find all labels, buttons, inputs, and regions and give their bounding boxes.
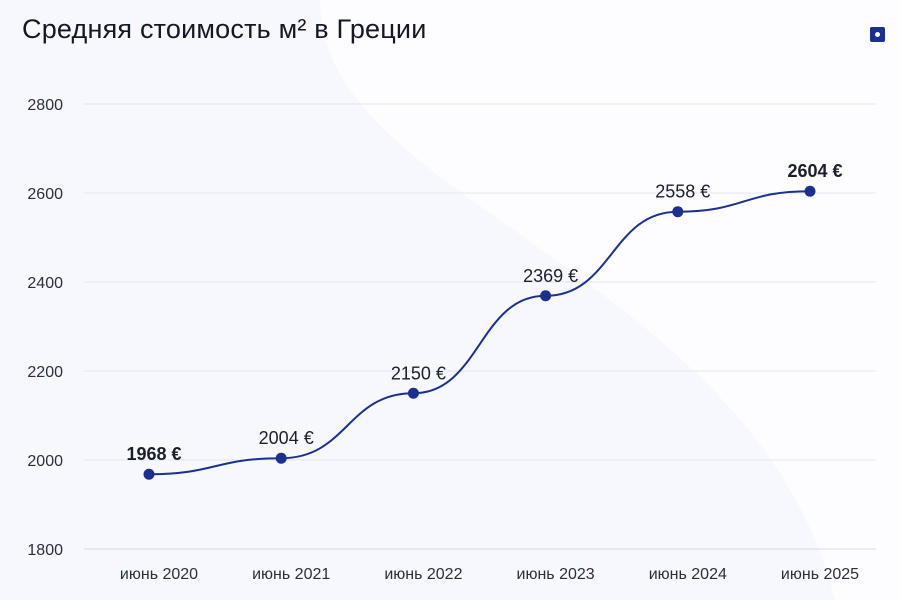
x-tick-label: июнь 2021 [252, 566, 330, 583]
data-label: 2369 € [523, 266, 578, 286]
data-point [804, 185, 816, 197]
x-axis-ticks: июнь 2020 июнь 2021 июнь 2022 июнь 2023 июнь… [120, 566, 859, 583]
y-tick-label: 2600 [27, 186, 63, 203]
data-point [275, 452, 287, 464]
data-label: 2558 € [655, 182, 710, 202]
data-point [672, 206, 684, 218]
gridlines [84, 103, 876, 550]
data-label: 1968 € [126, 444, 181, 464]
y-tick-label: 1800 [27, 542, 63, 559]
x-tick-label: июнь 2023 [517, 566, 595, 583]
y-tick-label: 2800 [27, 97, 63, 114]
x-tick-label: июнь 2020 [120, 566, 198, 583]
chart-title: Средняя стоимость м² в Греции [22, 14, 427, 44]
data-label: 2604 € [787, 161, 842, 181]
y-tick-label: 2400 [27, 275, 63, 292]
y-tick-label: 2000 [27, 453, 63, 470]
y-axis-ticks: 1800 2000 2200 2400 2600 2800 [27, 97, 63, 559]
data-point [143, 468, 155, 480]
data-points [143, 185, 816, 480]
x-tick-label: июнь 2022 [384, 566, 462, 583]
y-tick-label: 2200 [27, 364, 63, 381]
data-label: 2004 € [259, 428, 314, 448]
square-dot-icon [870, 27, 885, 42]
data-point [407, 387, 419, 399]
series-line [148, 190, 811, 476]
x-tick-label: июнь 2024 [649, 566, 727, 583]
x-tick-label: июнь 2025 [781, 566, 859, 583]
data-label: 2150 € [391, 363, 446, 383]
data-labels: 1968 € 2004 € 2150 € 2369 € 2558 € 2604 € [126, 161, 842, 464]
data-point [540, 290, 552, 302]
